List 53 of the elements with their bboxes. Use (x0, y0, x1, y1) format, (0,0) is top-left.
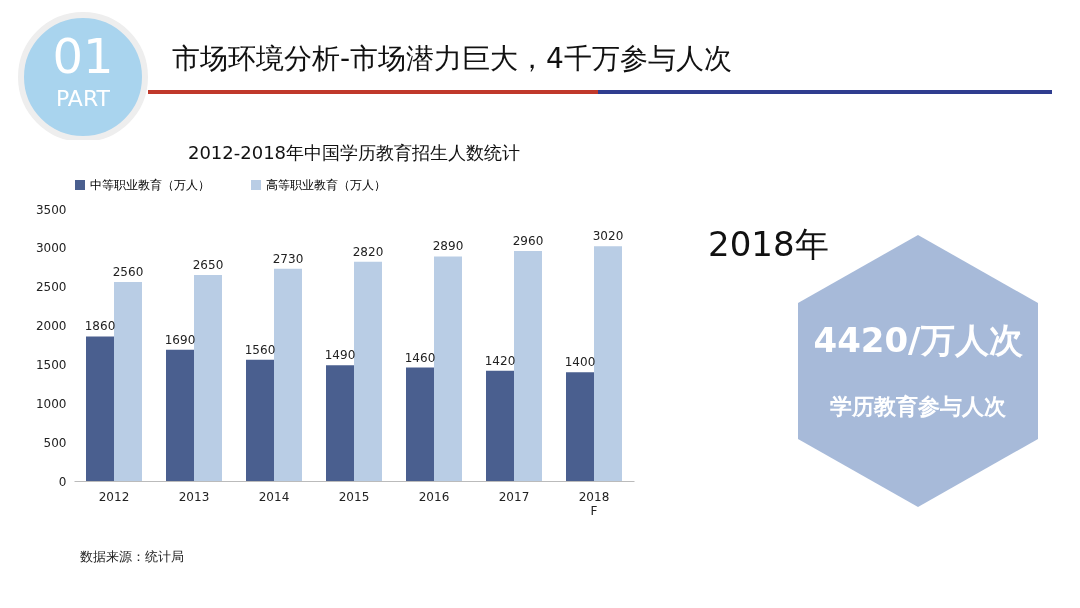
y-tick-label: 0 (58, 474, 67, 489)
bar (434, 256, 462, 481)
text: 4420/万人次 (812, 319, 1024, 362)
data-label: 1860 (84, 319, 116, 334)
y-tick-label: 1000 (35, 396, 67, 411)
data-label: 3020 (592, 229, 624, 244)
y-tick-label: 2000 (35, 319, 67, 334)
y-tick-label: 1500 (35, 357, 67, 372)
bar (514, 250, 542, 481)
text: 01 (51, 28, 115, 84)
bar (486, 370, 514, 481)
y-tick-label: 2500 (35, 280, 67, 295)
y-tick-label: 3500 (35, 202, 67, 217)
bar (114, 282, 142, 481)
bar (166, 349, 194, 481)
bar (354, 261, 382, 481)
y-tick-label: 3000 (35, 241, 67, 256)
text: PART (54, 86, 111, 111)
data-label: 1690 (164, 332, 196, 347)
chart-subtitle: 市场环境分析-市场潜力巨大，4千万参与人次 (172, 41, 732, 77)
source-note: 数据来源：统计局 (80, 548, 184, 566)
chart-title: 2012-2018年中国学历教育招生人数统计 (187, 142, 521, 163)
data-label: 1420 (484, 353, 516, 368)
text: 2018年 (708, 223, 829, 266)
bar (406, 367, 434, 481)
bar (566, 372, 594, 481)
bar (246, 359, 274, 481)
x-tick-label: 2018 F (578, 489, 610, 518)
data-label: 2820 (352, 244, 384, 259)
data-label: 2890 (432, 239, 464, 254)
data-label: 2960 (512, 233, 544, 248)
x-tick-label: 2015 (338, 489, 370, 504)
bar (194, 275, 222, 481)
data-label: 1460 (404, 350, 436, 365)
x-tick-label: 2012 (98, 489, 130, 504)
data-label: 1490 (324, 348, 356, 363)
legend-label: 高等职业教育（万人） (266, 178, 386, 192)
x-tick-label: 2013 (178, 489, 210, 504)
bar (326, 365, 354, 481)
x-tick-label: 2016 (418, 489, 450, 504)
bar (594, 246, 622, 481)
text: 学历教育参与人次 (829, 393, 1007, 421)
legend-label: 中等职业教育（万人） (90, 178, 210, 192)
data-label: 1400 (564, 355, 596, 370)
y-tick-label: 500 (43, 435, 67, 450)
x-tick-label: 2014 (258, 489, 290, 504)
data-label: 2650 (192, 258, 224, 273)
bar (274, 268, 302, 481)
data-label: 2560 (112, 265, 144, 280)
data-label: 2730 (272, 251, 304, 266)
data-label: 1560 (244, 342, 276, 357)
bar (86, 336, 114, 481)
x-tick-label: 2017 (498, 489, 530, 504)
